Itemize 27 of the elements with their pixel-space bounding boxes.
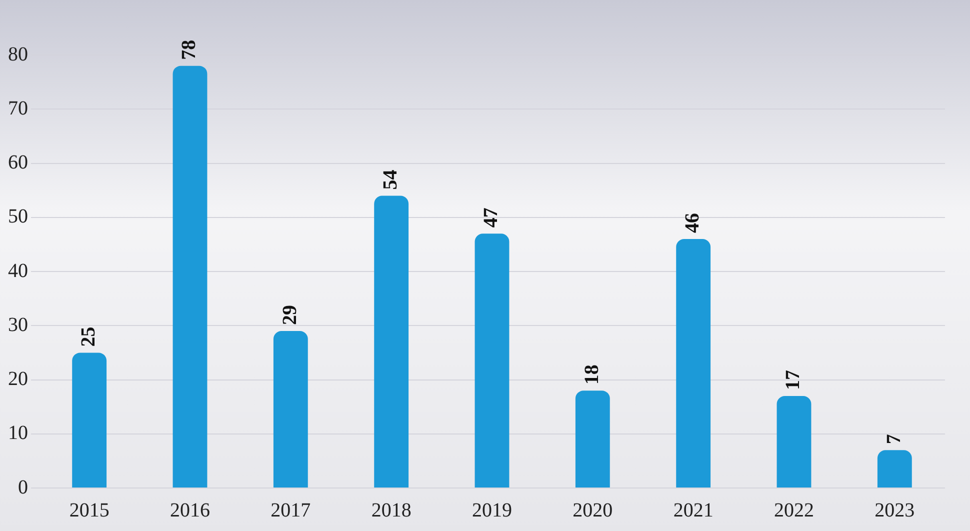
data-label: 78 <box>178 40 200 60</box>
y-tick-label: 70 <box>8 97 28 120</box>
y-tick-label: 50 <box>8 206 28 228</box>
data-label: 29 <box>278 305 301 326</box>
x-tick-label: 2019 <box>472 499 512 522</box>
x-tick-label: 2023 <box>874 499 915 522</box>
x-tick-label: 2020 <box>572 499 613 522</box>
x-tick-label: 2018 <box>371 499 412 522</box>
x-tick-label: 2016 <box>170 499 210 522</box>
y-tick-label: 20 <box>8 368 28 390</box>
data-label: 17 <box>782 370 804 390</box>
data-label: 47 <box>480 208 502 228</box>
y-tick-label: 0 <box>18 476 28 498</box>
data-label: 18 <box>580 364 603 385</box>
x-tick-label: 2022 <box>774 499 814 522</box>
x-tick-label: 2017 <box>270 499 311 522</box>
data-label: 7 <box>882 434 905 444</box>
x-tick-label: 2015 <box>69 499 110 522</box>
y-tick-label: 60 <box>8 152 28 174</box>
data-label: 46 <box>682 213 704 234</box>
data-label: 54 <box>380 170 402 190</box>
y-tick-label: 40 <box>8 260 28 282</box>
data-label: 25 <box>78 326 100 347</box>
y-tick-label: 80 <box>8 43 28 66</box>
y-tick-label: 30 <box>8 314 28 336</box>
y-tick-label: 10 <box>8 422 28 444</box>
x-tick-label: 2021 <box>673 499 714 522</box>
